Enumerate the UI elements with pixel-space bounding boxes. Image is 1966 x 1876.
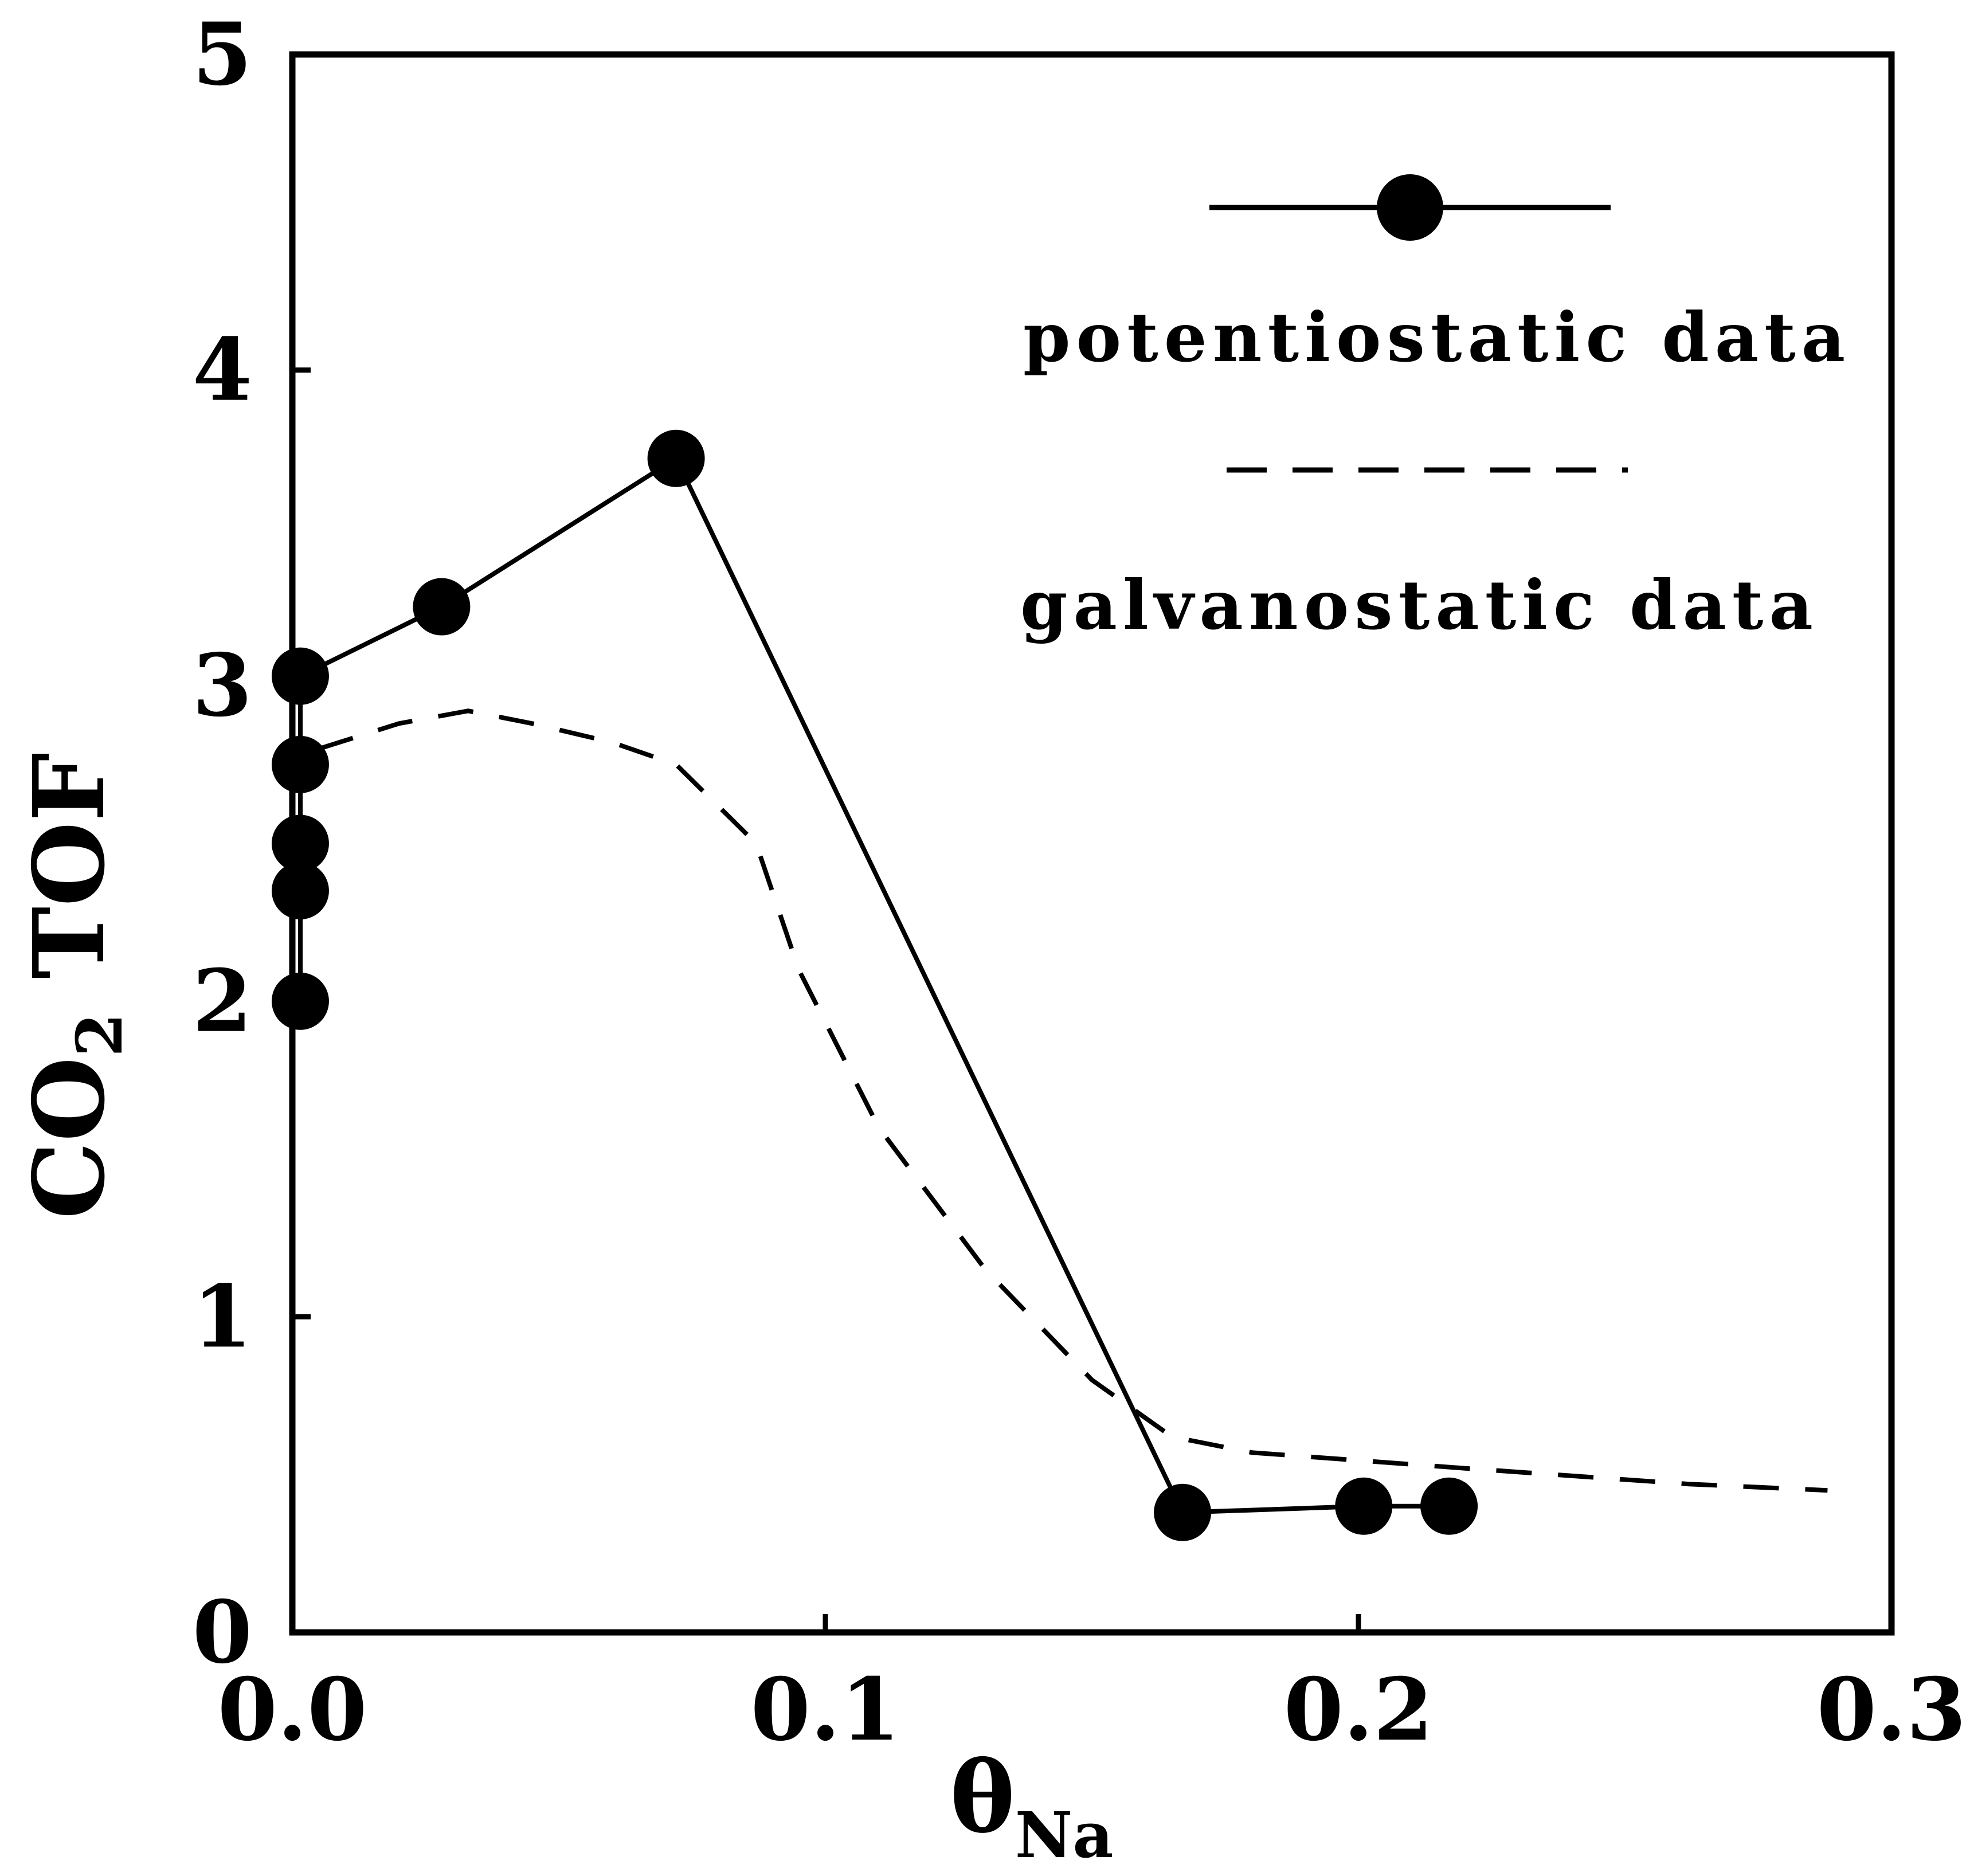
x-tick-label: 0.0 — [218, 1659, 367, 1760]
x-tick-label: 0.3 — [1817, 1659, 1966, 1760]
x-tick-label: 0.1 — [751, 1659, 900, 1760]
y-tick-label: 5 — [193, 4, 252, 105]
potentiostatic-point — [413, 578, 471, 636]
y-tick-label: 3 — [193, 635, 252, 736]
potentiostatic-point — [1335, 1477, 1393, 1535]
potentiostatic-point — [647, 429, 705, 487]
potentiostatic-point — [271, 647, 329, 705]
x-tick-label: 0.2 — [1284, 1659, 1434, 1760]
series-layer — [271, 429, 1828, 1541]
potentiostatic-point — [271, 735, 329, 793]
potentiostatic-point — [271, 814, 329, 872]
legend: potentiostatic data galvanostatic data — [1020, 174, 1851, 645]
x-axis-label-subscript: Na — [1015, 1798, 1114, 1872]
y-tick-label: 4 — [193, 320, 252, 421]
series-galvanostatic-line — [318, 708, 1828, 1493]
legend-potentiostatic-marker — [1377, 174, 1443, 241]
potentiostatic-point — [1154, 1483, 1212, 1541]
potentiostatic-point — [271, 862, 329, 920]
x-axis-label: θNa — [950, 1740, 1113, 1872]
potentiostatic-point — [1420, 1477, 1478, 1535]
y-axis-label: CO2 TOF — [12, 753, 136, 1219]
y-axis-label-rest: TOF — [12, 753, 127, 1013]
y-axis-label-subscript: 2 — [62, 1013, 136, 1057]
y-axis-label-main: CO — [12, 1057, 127, 1219]
y-tick-label: 0 — [193, 1582, 252, 1683]
potentiostatic-point — [271, 972, 329, 1030]
tick-labels: 0 1 2 3 4 5 0.0 0.1 0.2 0.3 — [193, 4, 1966, 1760]
y-tick-label: 2 — [193, 951, 252, 1052]
x-axis-label-main: θ — [950, 1740, 1015, 1855]
y-tick-label: 1 — [193, 1266, 252, 1367]
legend-potentiostatic-label: potentiostatic data — [1023, 297, 1851, 377]
legend-galvanostatic-label: galvanostatic data — [1020, 565, 1819, 645]
